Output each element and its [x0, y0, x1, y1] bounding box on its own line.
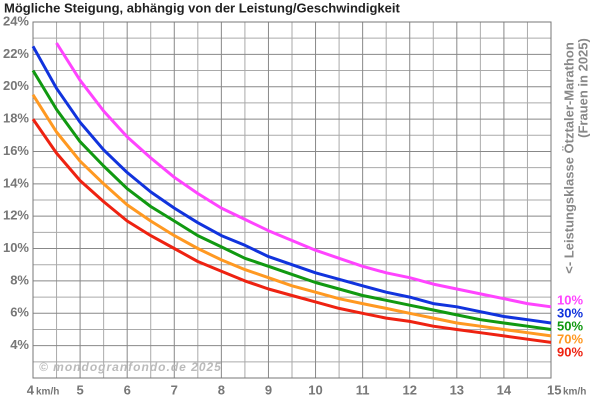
x-tick-label: 7 [171, 382, 178, 397]
x-tick-label: 6 [124, 382, 131, 397]
y-tick-label: 20% [3, 78, 29, 93]
legend-label: 70% [557, 331, 583, 346]
plot-border [32, 21, 552, 379]
x-tick-label: 13 [450, 382, 464, 397]
y-tick-label: 24% [3, 13, 29, 28]
y-label-group: <- Leistungsklasse Ötztaler-Marathon (Fra… [561, 38, 590, 274]
x-tick-label: 10 [308, 382, 322, 397]
x-unit: km/h [563, 387, 586, 398]
y-tick-label: 18% [3, 111, 29, 126]
x-tick-label: 5 [76, 382, 83, 397]
x-tick-label: 4 [27, 382, 35, 397]
legend-label: 50% [557, 318, 583, 333]
legend-label: 90% [557, 344, 583, 359]
x-tick-label: 15 [547, 382, 561, 397]
x-unit: km/h [36, 387, 59, 398]
x-tick-label: 14 [497, 382, 512, 397]
series-line [31, 118, 552, 344]
series-line [55, 42, 552, 309]
legend-label: 10% [557, 292, 583, 307]
x-tick-label: 8 [218, 382, 225, 397]
x-tick-label: 11 [356, 382, 370, 397]
y-tick-label: 8% [10, 272, 29, 287]
x-tick-label: 9 [265, 382, 272, 397]
watermark: © mondogranfondo.de 2025 [39, 360, 222, 374]
y-tick-label: 14% [3, 175, 29, 190]
chart-title: Mögliche Steigung, abhängig von der Leis… [4, 0, 400, 15]
x-tick-label: 12 [402, 382, 416, 397]
series-line [31, 69, 552, 331]
y-tick-label: 4% [10, 337, 29, 352]
y-tick-label: 12% [3, 208, 29, 223]
y-tick-label: 6% [10, 305, 29, 320]
y-axis-label-sub: (Frauen in 2025) [575, 38, 590, 138]
y-tick-label: 22% [3, 46, 29, 61]
y-tick-label: 16% [3, 143, 29, 158]
series-line [31, 93, 552, 338]
series-line [31, 45, 552, 325]
y-tick-label: 10% [3, 240, 29, 255]
legend-label: 30% [557, 305, 583, 320]
y-axis-label: <- Leistungsklasse Ötztaler-Marathon [561, 42, 576, 274]
